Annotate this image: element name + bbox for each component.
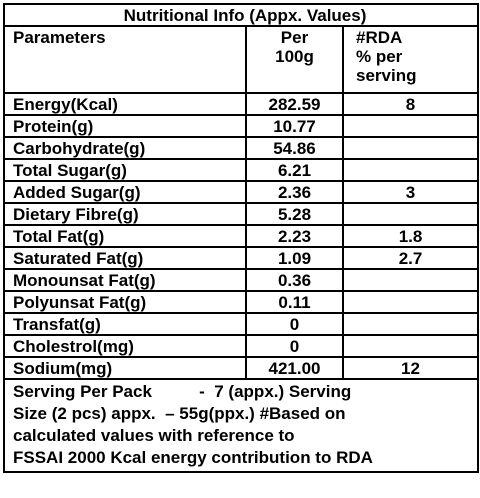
value-cell: 5.28 xyxy=(245,202,344,226)
header-line: % per xyxy=(356,47,403,66)
parameter-cell: Sodium(mg) xyxy=(3,356,247,380)
value-cell: 12 xyxy=(341,356,480,380)
value-cell: 1.8 xyxy=(341,224,480,248)
table-body: Nutritional Info (Appx. Values) Paramete… xyxy=(2,3,480,473)
parameter-cell: Saturated Fat(g) xyxy=(3,246,247,270)
data-row: Added Sugar(g) 2.36 3 xyxy=(3,180,480,204)
data-row: Protein(g) 10.77 xyxy=(3,114,480,138)
header-cell: Parameters xyxy=(3,25,247,94)
value-cell: 6.21 xyxy=(245,158,344,182)
footer-line: FSSAI 2000 Kcal energy contribution to R… xyxy=(13,448,373,467)
header-line: 100g xyxy=(275,47,314,66)
header-line: serving xyxy=(356,66,417,85)
parameter-cell: Polyunsat Fat(g) xyxy=(3,290,247,314)
footer-line: Size (2 pcs) appx. – 55g(ppx.) #Based on xyxy=(13,404,346,423)
title-row: Nutritional Info (Appx. Values) xyxy=(2,3,480,27)
parameter-cell: Cholestrol(mg) xyxy=(3,334,247,358)
footer-line: calculated values with reference to xyxy=(13,426,295,445)
value-cell: 0 xyxy=(245,312,344,336)
data-row: Sodium(mg) 421.00 12 xyxy=(3,356,480,380)
value-cell: 8 xyxy=(341,92,480,116)
value-cell xyxy=(341,334,480,358)
header-line: Per xyxy=(280,28,309,47)
parameter-cell: Added Sugar(g) xyxy=(3,180,247,204)
value-cell: 10.77 xyxy=(245,114,344,138)
value-cell: 0.36 xyxy=(245,268,344,292)
footer-row: Serving Per Pack - 7 (appx.) Serving Size… xyxy=(2,378,480,473)
parameter-cell: Energy(Kcal) xyxy=(3,92,247,116)
footer-line: Serving Per Pack - 7 (appx.) Serving xyxy=(13,382,352,401)
data-row: Monounsat Fat(g) 0.36 xyxy=(3,268,480,292)
data-row: Carbohydrate(g) 54.86 xyxy=(3,136,480,160)
value-cell xyxy=(341,268,480,292)
data-row: Cholestrol(mg) 0 xyxy=(3,334,480,358)
header-cell: #RDA % per serving xyxy=(341,25,480,94)
table-title: Nutritional Info (Appx. Values) xyxy=(2,3,480,27)
data-row: Polyunsat Fat(g) 0.11 xyxy=(3,290,480,314)
value-cell: 2.7 xyxy=(341,246,480,270)
parameter-cell: Dietary Fibre(g) xyxy=(3,202,247,226)
value-cell: 2.23 xyxy=(245,224,344,248)
value-cell xyxy=(341,114,480,138)
data-row: Transfat(g) 0 xyxy=(3,312,480,336)
value-cell: 1.09 xyxy=(245,246,344,270)
data-row: Total Sugar(g) 6.21 xyxy=(3,158,480,182)
header-row: Parameters Per 100g #RDA % per serving xyxy=(3,25,480,94)
value-cell xyxy=(341,312,480,336)
data-row: Saturated Fat(g) 1.09 2.7 xyxy=(3,246,480,270)
data-row: Energy(Kcal) 282.59 8 xyxy=(3,92,480,116)
parameter-cell: Protein(g) xyxy=(3,114,247,138)
data-row: Total Fat(g) 2.23 1.8 xyxy=(3,224,480,248)
data-row: Dietary Fibre(g) 5.28 xyxy=(3,202,480,226)
footer-cell: Serving Per Pack - 7 (appx.) Serving Size… xyxy=(2,378,480,473)
value-cell: 3 xyxy=(341,180,480,204)
value-cell xyxy=(341,202,480,226)
parameter-cell: Transfat(g) xyxy=(3,312,247,336)
value-cell: 0.11 xyxy=(245,290,344,314)
value-cell xyxy=(341,290,480,314)
value-cell xyxy=(341,158,480,182)
value-cell: 2.36 xyxy=(245,180,344,204)
value-cell: 282.59 xyxy=(245,92,344,116)
nutrition-table: Nutritional Info (Appx. Values) Paramete… xyxy=(2,3,480,473)
value-cell: 421.00 xyxy=(245,356,344,380)
parameter-cell: Carbohydrate(g) xyxy=(3,136,247,160)
header-cell: Per 100g xyxy=(245,25,344,94)
parameter-cell: Total Sugar(g) xyxy=(3,158,247,182)
value-cell: 54.86 xyxy=(245,136,344,160)
header-line: #RDA xyxy=(356,28,403,47)
value-cell: 0 xyxy=(245,334,344,358)
value-cell xyxy=(341,136,480,160)
parameter-cell: Monounsat Fat(g) xyxy=(3,268,247,292)
parameter-cell: Total Fat(g) xyxy=(3,224,247,248)
